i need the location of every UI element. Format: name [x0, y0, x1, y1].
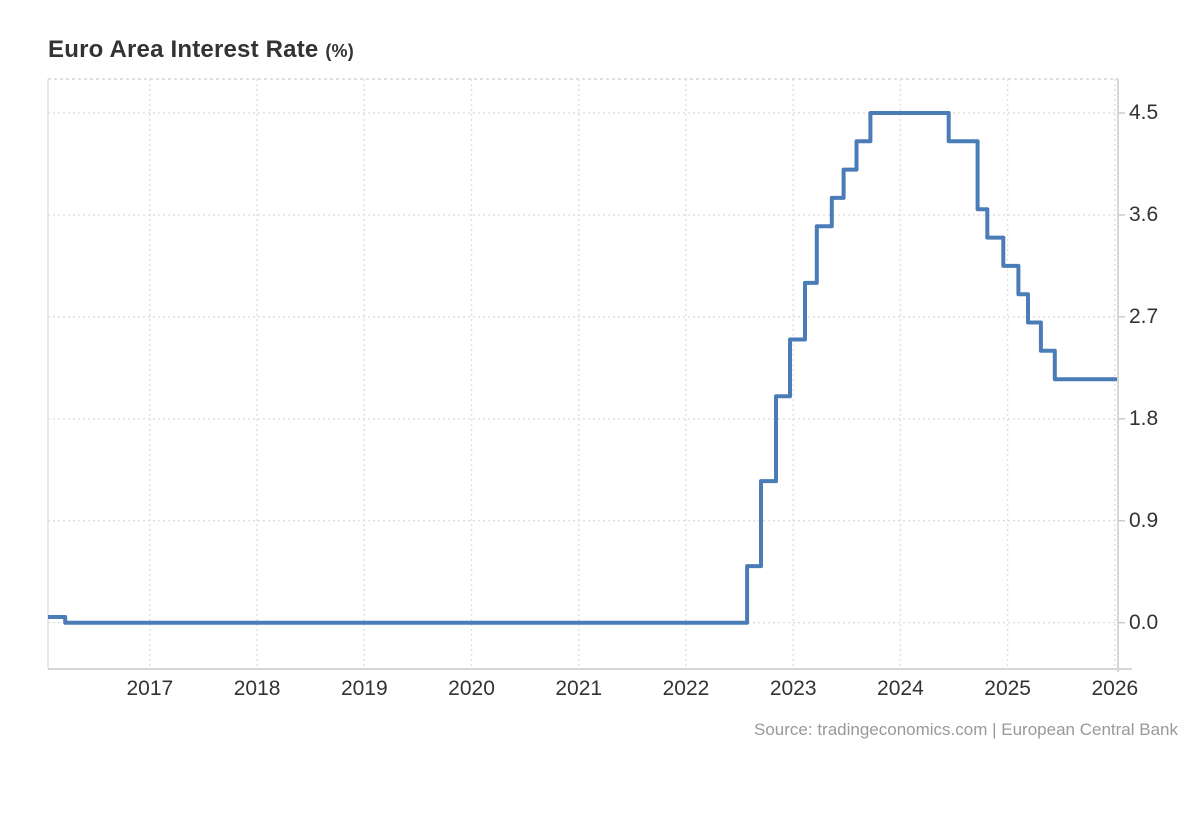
source-credit: Source: tradingeconomics.com | European … [754, 720, 1178, 739]
chart-title: Euro Area Interest Rate (%) [48, 36, 354, 64]
x-axis-label-2025: 2025 [984, 677, 1031, 700]
x-axis-label-2019: 2019 [340, 677, 388, 700]
x-axis-label-2018: 2018 [233, 677, 281, 700]
x-axis-label-2017: 2017 [126, 677, 174, 700]
y-axis-label-4.5: 4.5 [1129, 100, 1159, 124]
chart-title-unit: (%) [325, 41, 354, 61]
x-axis-label-2023: 2023 [769, 677, 817, 700]
x-axis-label-2024: 2024 [877, 677, 924, 700]
x-axis-label-2022: 2022 [662, 677, 710, 700]
interest-rate-series-line[interactable] [48, 111, 1117, 625]
y-axis-label-0.9: 0.9 [1129, 508, 1159, 532]
y-axis-label-1.8: 1.8 [1129, 406, 1159, 430]
y-axis-label-3.6: 3.6 [1129, 202, 1159, 226]
interest-rate-chart [47, 78, 1132, 672]
y-axis-label-2.7: 2.7 [1129, 304, 1159, 328]
x-axis-label-2020: 2020 [448, 677, 495, 700]
x-axis-label-2026: 2026 [1091, 677, 1139, 700]
y-axis-label-0.0: 0.0 [1129, 610, 1159, 634]
chart-title-text: Euro Area Interest Rate [48, 36, 319, 63]
x-axis-label-2021: 2021 [555, 677, 603, 700]
